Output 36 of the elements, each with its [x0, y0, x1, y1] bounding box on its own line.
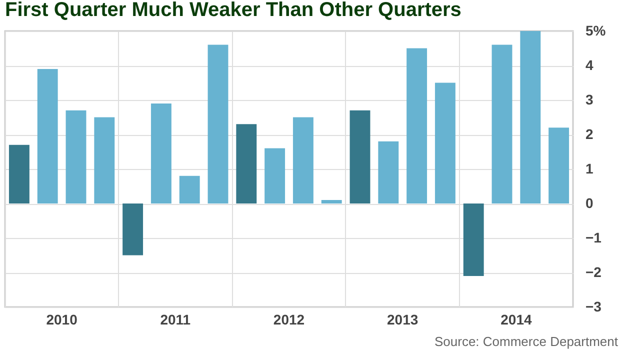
bar: [434, 82, 456, 204]
y-tick-label: 3: [586, 92, 594, 108]
x-tick-label: 2014: [500, 312, 532, 328]
y-tick-label: 5%: [586, 22, 606, 38]
bar: [179, 176, 200, 204]
y-tick-label: 4: [586, 57, 594, 73]
chart-title: First Quarter Much Weaker Than Other Quarters: [5, 0, 462, 21]
bar: [321, 200, 342, 204]
bar: [264, 148, 286, 204]
bar: [350, 110, 370, 204]
y-tick-label: 0: [586, 195, 594, 211]
y-tick-label: −3: [586, 298, 602, 314]
bar: [548, 128, 570, 204]
bar: [208, 44, 228, 204]
bar: [463, 204, 484, 276]
bar: [378, 141, 399, 204]
y-tick-label: −1: [586, 230, 602, 246]
bar: [94, 117, 115, 204]
bar: [520, 31, 541, 204]
x-tick-label: 2012: [273, 312, 305, 328]
source-note: Source: Commerce Department: [434, 334, 618, 349]
bar: [8, 144, 30, 204]
bar: [492, 44, 512, 204]
x-tick-label: 2011: [160, 312, 191, 328]
bar: [66, 110, 86, 204]
bar: [236, 124, 257, 204]
bar: [292, 117, 314, 204]
x-tick-label: 2013: [387, 312, 418, 328]
bar: [406, 48, 428, 204]
bar: [37, 68, 58, 204]
x-tick-label: 2010: [46, 312, 78, 328]
y-tick-label: −2: [586, 264, 602, 280]
y-tick-label: 1: [586, 160, 594, 176]
bar: [150, 103, 172, 204]
bar: [122, 204, 144, 256]
y-tick-label: 2: [586, 126, 594, 142]
